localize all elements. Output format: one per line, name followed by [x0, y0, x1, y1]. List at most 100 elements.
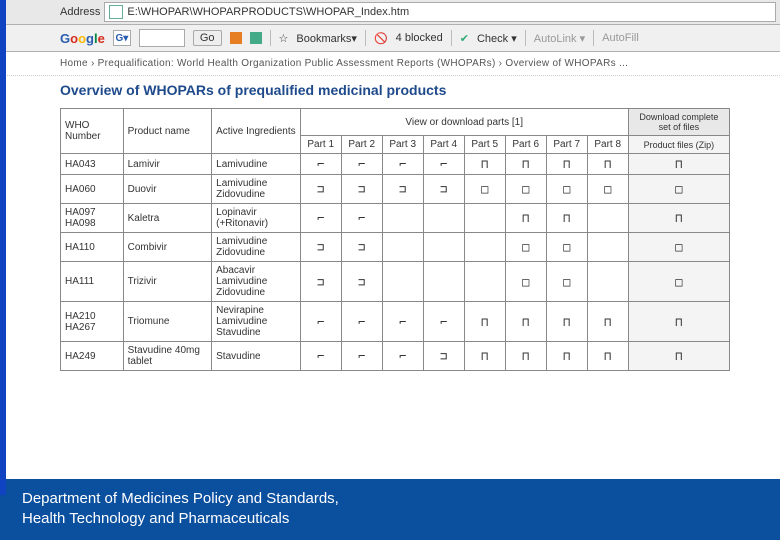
cell-part-3[interactable]: ⌐ — [382, 302, 423, 342]
cell-zip[interactable]: □ — [628, 262, 729, 302]
cell-part-2[interactable]: ⌐ — [341, 302, 382, 342]
google-search-input[interactable] — [139, 29, 185, 47]
footer: Department of Medicines Policy and Stand… — [0, 479, 780, 540]
cell-part-3[interactable]: ⌐ — [382, 342, 423, 371]
cell-who: HA043 — [61, 154, 124, 175]
cell-part-1[interactable]: ⊐ — [300, 233, 341, 262]
table-container: WHO Number Product name Active Ingredien… — [0, 108, 780, 479]
cell-part-4 — [423, 233, 464, 262]
cell-part-5[interactable]: ⊓ — [464, 302, 505, 342]
autolink-button[interactable]: AutoLink ▾ — [534, 32, 585, 45]
cell-part-7[interactable]: □ — [546, 175, 587, 204]
cell-part-7[interactable]: ⊓ — [546, 342, 587, 371]
col-part-4: Part 4 — [423, 136, 464, 154]
cell-zip[interactable]: ⊓ — [628, 342, 729, 371]
cell-part-5 — [464, 204, 505, 233]
cell-part-4[interactable]: ⌐ — [423, 302, 464, 342]
cell-part-4[interactable]: ⌐ — [423, 154, 464, 175]
cell-part-6[interactable]: ⊓ — [505, 204, 546, 233]
cell-ingredients: Lamivudine — [212, 154, 301, 175]
cell-part-6[interactable]: □ — [505, 175, 546, 204]
cell-part-5[interactable]: □ — [464, 175, 505, 204]
cell-part-8 — [587, 262, 628, 302]
cell-part-7[interactable]: ⊓ — [546, 204, 587, 233]
feed-icon[interactable] — [230, 32, 242, 44]
cell-part-1[interactable]: ⌐ — [300, 302, 341, 342]
address-url: E:\WHOPAR\WHOPARPRODUCTS\WHOPAR_Index.ht… — [127, 6, 409, 18]
cell-zip[interactable]: ⊓ — [628, 302, 729, 342]
col-ingredients: Active Ingredients — [212, 109, 301, 154]
page-title: Overview of WHOPARs of prequalified medi… — [0, 76, 780, 108]
cell-ingredients: Lopinavir (+Ritonavir) — [212, 204, 301, 233]
cell-part-7[interactable]: □ — [546, 262, 587, 302]
cell-part-8[interactable]: ⊓ — [587, 302, 628, 342]
cell-part-6[interactable]: □ — [505, 262, 546, 302]
breadcrumb: Home › Prequalification: World Health Or… — [0, 52, 780, 76]
cell-part-2[interactable]: ⊐ — [341, 233, 382, 262]
cell-part-8[interactable]: □ — [587, 175, 628, 204]
cell-part-8 — [587, 233, 628, 262]
footer-line1: Department of Medicines Policy and Stand… — [22, 489, 762, 509]
col-part-2: Part 2 — [341, 136, 382, 154]
cell-part-2[interactable]: ⊐ — [341, 175, 382, 204]
address-label: Address — [60, 6, 100, 18]
mail-icon[interactable] — [250, 32, 262, 44]
cell-product: Combivir — [123, 233, 212, 262]
google-logo: Google — [60, 31, 105, 46]
cell-zip[interactable]: □ — [628, 175, 729, 204]
cell-part-1[interactable]: ⌐ — [300, 342, 341, 371]
cell-who: HA060 — [61, 175, 124, 204]
cell-part-4[interactable]: ⊐ — [423, 175, 464, 204]
cell-part-1[interactable]: ⌐ — [300, 154, 341, 175]
cell-product: Duovir — [123, 175, 212, 204]
page-icon — [109, 5, 123, 19]
go-button[interactable]: Go — [193, 30, 222, 46]
cell-part-2[interactable]: ⌐ — [341, 342, 382, 371]
cell-part-2[interactable]: ⌐ — [341, 204, 382, 233]
cell-who: HA249 — [61, 342, 124, 371]
cell-part-1[interactable]: ⌐ — [300, 204, 341, 233]
cell-zip[interactable]: ⊓ — [628, 204, 729, 233]
cell-part-5[interactable]: ⊓ — [464, 154, 505, 175]
whopar-table: WHO Number Product name Active Ingredien… — [60, 108, 730, 371]
autofill-button[interactable]: AutoFill — [602, 32, 639, 44]
cell-who: HA111 — [61, 262, 124, 302]
table-row: HA097 HA098KaletraLopinavir (+Ritonavir)… — [61, 204, 730, 233]
cell-zip[interactable]: □ — [628, 233, 729, 262]
cell-part-1[interactable]: ⊐ — [300, 262, 341, 302]
cell-part-3[interactable]: ⊐ — [382, 175, 423, 204]
cell-part-6[interactable]: ⊓ — [505, 342, 546, 371]
cell-part-1[interactable]: ⊐ — [300, 175, 341, 204]
cell-part-6[interactable]: ⊓ — [505, 154, 546, 175]
cell-part-7[interactable]: ⊓ — [546, 302, 587, 342]
cell-ingredients: Nevirapine Lamivudine Stavudine — [212, 302, 301, 342]
cell-part-8[interactable]: ⊓ — [587, 342, 628, 371]
col-zip: Product files (Zip) — [628, 136, 729, 154]
google-toolbar: Google G▾ Go ☆ Bookmarks▾ 🚫 4 blocked ✔ … — [0, 25, 780, 52]
table-row: HA060DuovirLamivudine Zidovudine⊐⊐⊐⊐□□□□… — [61, 175, 730, 204]
cell-part-5[interactable]: ⊓ — [464, 342, 505, 371]
cell-part-4[interactable]: ⊐ — [423, 342, 464, 371]
cell-part-6[interactable]: □ — [505, 233, 546, 262]
google-dropdown[interactable]: G▾ — [113, 30, 131, 46]
cell-part-3[interactable]: ⌐ — [382, 154, 423, 175]
cell-part-3 — [382, 262, 423, 302]
check-button[interactable]: Check ▾ — [477, 32, 517, 45]
bookmarks-button[interactable]: Bookmarks▾ — [296, 32, 357, 45]
cell-part-2[interactable]: ⊐ — [341, 262, 382, 302]
col-download: Download complete set of files — [628, 109, 729, 136]
col-part-1: Part 1 — [300, 136, 341, 154]
table-row: HA210 HA267TriomuneNevirapine Lamivudine… — [61, 302, 730, 342]
cell-part-8[interactable]: ⊓ — [587, 154, 628, 175]
cell-who: HA110 — [61, 233, 124, 262]
address-bar[interactable]: E:\WHOPAR\WHOPARPRODUCTS\WHOPAR_Index.ht… — [104, 2, 776, 22]
address-toolbar: Address E:\WHOPAR\WHOPARPRODUCTS\WHOPAR_… — [0, 0, 780, 25]
col-part-8: Part 8 — [587, 136, 628, 154]
cell-part-3 — [382, 204, 423, 233]
cell-part-7[interactable]: ⊓ — [546, 154, 587, 175]
cell-part-5 — [464, 233, 505, 262]
cell-part-7[interactable]: □ — [546, 233, 587, 262]
cell-part-2[interactable]: ⌐ — [341, 154, 382, 175]
cell-zip[interactable]: ⊓ — [628, 154, 729, 175]
cell-part-6[interactable]: ⊓ — [505, 302, 546, 342]
